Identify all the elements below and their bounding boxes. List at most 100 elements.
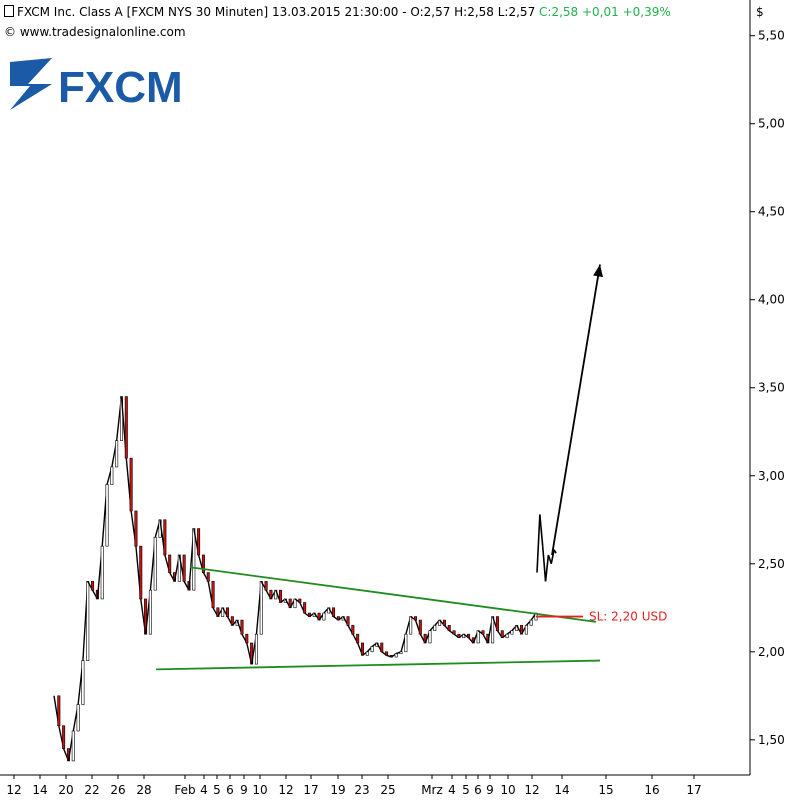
y-tick-label: 5,50 [758, 29, 785, 43]
candle-body [385, 651, 389, 656]
candle-body [428, 630, 432, 644]
candle-body [298, 598, 302, 603]
candle-body [148, 589, 152, 635]
y-tick-label: 2,00 [758, 645, 785, 659]
x-tick-label: 28 [136, 783, 151, 797]
x-tick-label: 19 [330, 783, 345, 797]
copyright-text: © www.tradesignalonline.com [4, 25, 186, 39]
candle-body [529, 619, 533, 626]
candle-body [81, 660, 85, 705]
candle-body [192, 528, 196, 591]
x-tick-label: 12 [278, 783, 293, 797]
x-tick-label: 4 [200, 783, 208, 797]
x-tick-label: 6 [226, 783, 234, 797]
currency-label: $ [756, 5, 764, 19]
candle-body [62, 725, 66, 749]
candle-body [139, 545, 143, 600]
candle-body [360, 642, 364, 656]
candle-body [303, 602, 307, 614]
candle-body [129, 457, 133, 512]
candle-body [264, 581, 268, 591]
candle-body [394, 653, 398, 658]
x-tick-label: 10 [252, 783, 267, 797]
fxcm-logo-text: FXCM [58, 63, 183, 112]
candle-body [370, 646, 374, 653]
candle-body [76, 704, 80, 732]
breakout-segment [550, 549, 555, 564]
candle-body [346, 616, 350, 626]
candle-body [71, 730, 75, 762]
candle-body [259, 581, 263, 635]
candle-body [115, 440, 119, 468]
candle-body [279, 589, 283, 603]
projection-arrow-line [551, 264, 601, 556]
candle-body [197, 528, 201, 556]
price-change: C:2,58 +0,01 +0,39% [539, 5, 671, 19]
y-tick-label: 1,50 [758, 733, 785, 747]
candle-body [100, 545, 104, 600]
x-tick-label: 12 [6, 783, 21, 797]
candle-body [495, 616, 499, 631]
candle-body [452, 630, 456, 635]
candle-body [240, 619, 244, 635]
candle-body [245, 633, 249, 644]
candle-body [322, 612, 326, 621]
x-tick-label: 20 [58, 783, 73, 797]
x-tick-label: 14 [554, 783, 569, 797]
candle-body [418, 619, 422, 635]
candlestick-icon [4, 5, 14, 17]
stop-loss-label: SL: 2,20 USD [589, 610, 667, 624]
candle-body [399, 651, 403, 654]
x-tick-label: 4 [448, 783, 456, 797]
breakout-segment [539, 514, 544, 547]
breakout-segment [544, 554, 550, 582]
x-tick-label: 22 [84, 783, 99, 797]
candle-body [442, 619, 446, 626]
candle-body [413, 616, 417, 621]
x-tick-label: 14 [32, 783, 47, 797]
candle-body [86, 581, 90, 661]
x-tick-label: 6 [474, 783, 482, 797]
candle-body [110, 466, 114, 485]
x-tick-label: 10 [500, 783, 515, 797]
candle-body [134, 510, 138, 547]
candle-body [332, 607, 336, 617]
candle-body [365, 651, 369, 656]
candle-body [105, 484, 109, 547]
candle-body [433, 625, 437, 631]
x-tick-label: 26 [110, 783, 125, 797]
candle-body [216, 607, 220, 617]
candle-body [163, 519, 167, 556]
x-tick-label: 16 [644, 783, 659, 797]
candle-body [351, 625, 355, 635]
candle-body [356, 633, 360, 644]
x-tick-label: Feb [174, 783, 195, 797]
fxcm-logo-mark [10, 58, 52, 110]
breakout-segment [553, 549, 557, 554]
candle-body [505, 633, 509, 638]
x-tick-label: 5 [213, 783, 221, 797]
x-tick-label: 17 [303, 783, 318, 797]
x-tick-label: 12 [524, 783, 539, 797]
candle-body [467, 633, 471, 638]
instrument-info: FXCM Inc. Class A [FXCM NYS 30 Minuten] … [17, 5, 536, 19]
upper-trendline [189, 566, 597, 623]
x-tick-label: 25 [380, 783, 395, 797]
y-tick-label: 2,50 [758, 557, 785, 571]
candle-body [177, 554, 181, 582]
y-tick-label: 3,00 [758, 469, 785, 483]
candle-body [124, 396, 128, 459]
x-tick-label: 9 [240, 783, 248, 797]
x-tick-label: 17 [686, 783, 701, 797]
y-tick-label: 4,50 [758, 205, 785, 219]
candle-body [524, 625, 528, 635]
candle-body [404, 633, 408, 653]
projection-arrow-head [593, 264, 603, 278]
candle-body [211, 581, 215, 609]
candle-body [168, 554, 172, 573]
x-tick-label: 23 [354, 783, 369, 797]
candle-body [380, 642, 384, 653]
chart-header: FXCM Inc. Class A [FXCM NYS 30 Minuten] … [4, 5, 671, 19]
